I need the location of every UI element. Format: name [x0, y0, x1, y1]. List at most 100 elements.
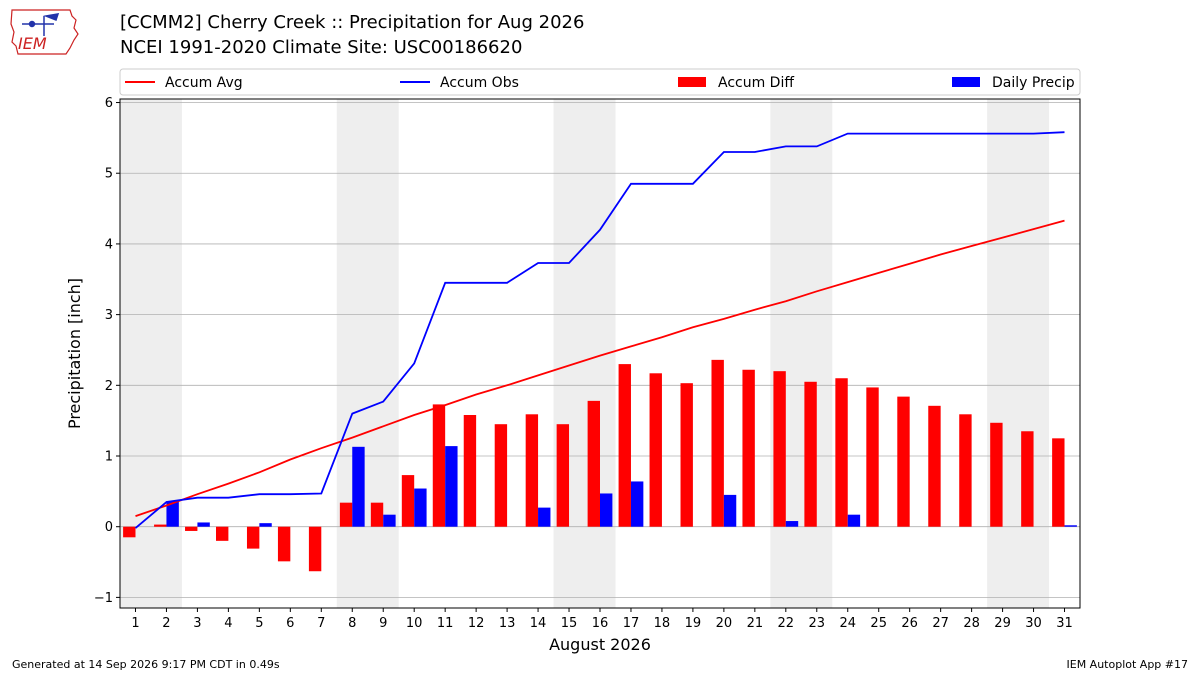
x-tick-label: 18	[654, 616, 671, 631]
logo-text: IEM	[18, 34, 47, 53]
accum-diff-bar	[463, 415, 477, 527]
accum-diff-bar	[277, 526, 291, 562]
daily-precip-bar	[847, 514, 861, 527]
x-tick-label: 10	[406, 616, 423, 631]
x-tick-label: 6	[286, 616, 294, 631]
y-tick-label: 6	[105, 96, 113, 111]
x-tick-label: 17	[623, 616, 640, 631]
x-tick-label: 20	[716, 616, 733, 631]
weather-station-icon	[22, 13, 60, 36]
accum-diff-bar	[494, 424, 508, 527]
daily-precip-bar	[785, 521, 799, 527]
generated-timestamp: Generated at 14 Sep 2026 9:17 PM CDT in …	[12, 658, 280, 671]
y-tick-label: 1	[105, 450, 113, 465]
accum-diff-bar	[990, 422, 1003, 527]
x-tick-label: 15	[561, 616, 578, 631]
daily-precip-bar	[352, 446, 365, 527]
x-tick-label: 23	[809, 616, 826, 631]
y-tick-label: 2	[105, 379, 113, 394]
x-tick-label: 11	[437, 616, 454, 631]
daily-precip-bar	[1064, 525, 1077, 527]
accum-diff-bar	[370, 502, 384, 527]
x-tick-label: 30	[1025, 616, 1042, 631]
weekend-shade	[336, 99, 399, 608]
x-tick-label: 9	[379, 616, 387, 631]
chart-title: [CCMM2] Cherry Creek :: Precipitation fo…	[120, 12, 585, 33]
x-tick-label: 7	[317, 616, 325, 631]
accum-diff-bar	[401, 475, 415, 527]
legend-label: Daily Precip	[992, 75, 1075, 91]
daily-precip-bar	[166, 501, 179, 527]
weekend-shade	[987, 99, 1050, 608]
x-tick-label: 12	[468, 616, 485, 631]
daily-precip-bar	[630, 481, 644, 527]
x-tick-label: 16	[592, 616, 609, 631]
y-tick-label: 3	[105, 308, 113, 323]
x-tick-label: 5	[255, 616, 263, 631]
x-tick-label: 14	[530, 616, 547, 631]
x-tick-label: 13	[499, 616, 516, 631]
daily-precip-bar	[383, 514, 396, 527]
daily-precip-bar	[600, 493, 613, 527]
accum-diff-bar	[432, 404, 446, 527]
x-axis-label: August 2026	[549, 635, 651, 654]
x-tick-label: 24	[839, 616, 856, 631]
accum-diff-bar	[123, 526, 136, 538]
accum-diff-bar	[804, 381, 817, 527]
x-tick-label: 29	[994, 616, 1011, 631]
accum-diff-bar	[1021, 431, 1034, 527]
legend-swatch-daily-precip	[952, 77, 980, 87]
daily-precip-bar	[445, 446, 458, 527]
x-tick-label: 2	[162, 616, 170, 631]
accum-diff-bar	[928, 405, 941, 527]
accum-diff-bar	[897, 396, 910, 527]
accum-obs-line	[134, 131, 1065, 529]
accum-diff-bar	[711, 359, 724, 527]
accum-diff-bar	[216, 526, 229, 541]
accum-diff-bar	[185, 526, 198, 531]
legend-label: Accum Diff	[718, 75, 794, 91]
accum-diff-bar	[773, 371, 786, 527]
x-tick-label: 27	[932, 616, 949, 631]
daily-precip-bar	[259, 523, 272, 527]
accum-diff-bar	[308, 526, 322, 572]
daily-precip-bar	[197, 522, 210, 527]
accum-diff-bar	[680, 383, 693, 527]
legend-label: Accum Obs	[440, 75, 519, 91]
accum-diff-bar	[866, 387, 879, 527]
accum-avg-line	[135, 219, 1065, 517]
accum-diff-bar	[835, 378, 848, 527]
x-tick-label: 28	[963, 616, 980, 631]
daily-precip-bar	[414, 488, 427, 527]
accum-diff-bar	[959, 414, 972, 527]
legend-box	[119, 68, 1081, 96]
y-tick-label: 5	[105, 167, 113, 182]
accum-diff-bar	[742, 369, 755, 527]
weekend-shade	[770, 99, 833, 608]
y-axis-label: Precipitation [inch]	[65, 278, 84, 429]
accum-diff-bar	[649, 373, 662, 527]
x-tick-label: 8	[348, 616, 356, 631]
x-tick-label: 25	[870, 616, 887, 631]
y-tick-label: 4	[105, 237, 113, 252]
x-tick-label: 3	[193, 616, 201, 631]
daily-precip-bar	[538, 507, 551, 527]
x-tick-label: 19	[685, 616, 702, 631]
y-tick-label: 0	[105, 520, 113, 535]
accum-diff-bar	[556, 424, 570, 527]
iem-logo: IEM	[8, 6, 80, 58]
x-tick-label: 1	[131, 616, 139, 631]
x-tick-label: 26	[901, 616, 918, 631]
accum-diff-bar	[154, 524, 167, 527]
app-credit: IEM Autoplot App #17	[1066, 658, 1189, 671]
accum-diff-bar	[246, 526, 260, 549]
chart-subtitle: NCEI 1991-2020 Climate Site: USC00186620	[120, 37, 523, 58]
x-tick-label: 31	[1056, 616, 1073, 631]
x-tick-label: 22	[778, 616, 795, 631]
legend-label: Accum Avg	[165, 75, 243, 91]
y-tick-label: −1	[94, 591, 113, 606]
x-tick-label: 21	[747, 616, 764, 631]
daily-precip-bar	[723, 494, 737, 527]
accum-diff-bar	[1052, 438, 1065, 527]
x-tick-label: 4	[224, 616, 232, 631]
